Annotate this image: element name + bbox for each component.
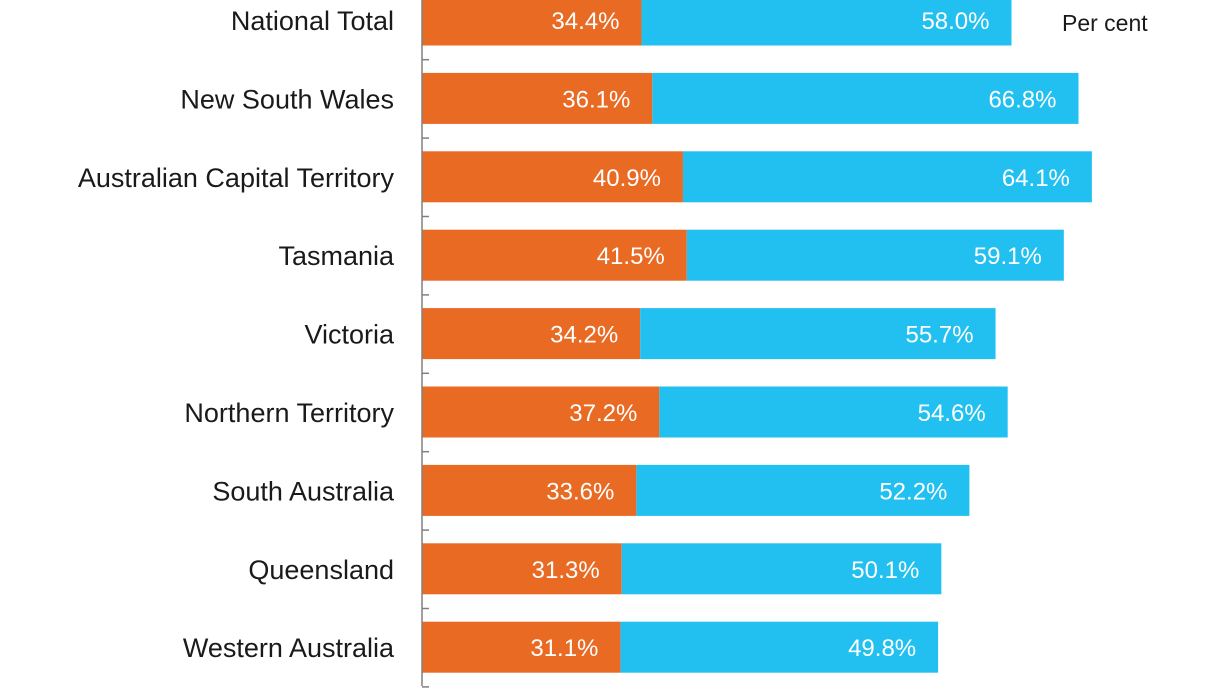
value-label-s1-5: 37.2% xyxy=(569,400,637,427)
bar-s2-5 xyxy=(659,386,1008,438)
value-label-s2-5: 54.6% xyxy=(918,400,986,427)
bar-s1-0 xyxy=(422,0,642,46)
bar-s1-1 xyxy=(422,72,653,124)
value-label-s1-3: 41.5% xyxy=(597,243,665,270)
value-label-s2-3: 59.1% xyxy=(974,243,1042,270)
bar-s1-2 xyxy=(422,151,683,203)
bar-s1-3 xyxy=(422,229,687,281)
value-label-s2-8: 49.8% xyxy=(848,635,916,662)
bar-s2-0 xyxy=(641,0,1012,46)
value-label-s1-6: 33.6% xyxy=(546,478,614,505)
value-label-s2-4: 55.7% xyxy=(905,322,973,349)
value-label-s1-4: 34.2% xyxy=(550,322,618,349)
value-label-s2-6: 52.2% xyxy=(879,478,947,505)
labels-group: 34.4% 58.0% National Total 36.1% 66.8% New So… xyxy=(78,6,1070,663)
bar-s1-8 xyxy=(422,621,621,673)
bar-s2-4 xyxy=(640,308,996,360)
unit-label: Per cent xyxy=(1062,10,1148,36)
category-label-8: Western Australia xyxy=(183,633,395,663)
bars-group xyxy=(422,0,1092,673)
value-label-s1-1: 36.1% xyxy=(562,86,630,113)
bar-s1-5 xyxy=(422,386,660,438)
bar-s1-4 xyxy=(422,308,641,360)
value-label-s2-1: 66.8% xyxy=(988,86,1056,113)
bar-s1-7 xyxy=(422,543,622,595)
category-label-3: Tasmania xyxy=(278,241,395,271)
bar-s2-6 xyxy=(636,464,970,516)
value-label-s1-7: 31.3% xyxy=(532,557,600,584)
category-label-4: Victoria xyxy=(304,320,395,350)
category-label-5: Northern Territory xyxy=(184,398,394,428)
bar-s2-3 xyxy=(686,229,1064,281)
value-label-s2-7: 50.1% xyxy=(851,557,919,584)
category-label-1: New South Wales xyxy=(180,84,394,114)
value-label-s1-2: 40.9% xyxy=(593,165,661,192)
category-label-6: South Australia xyxy=(212,476,395,506)
value-label-s2-2: 64.1% xyxy=(1002,165,1070,192)
value-label-s1-0: 34.4% xyxy=(551,8,619,35)
bar-s1-6 xyxy=(422,464,637,516)
category-label-2: Australian Capital Territory xyxy=(78,163,395,193)
category-label-7: Queensland xyxy=(248,555,394,585)
category-axis xyxy=(421,0,429,688)
bar-s2-1 xyxy=(652,72,1079,124)
bar-s2-2 xyxy=(682,151,1092,203)
bar-s2-7 xyxy=(621,543,942,595)
category-label-0: National Total xyxy=(231,6,394,36)
value-label-s1-8: 31.1% xyxy=(530,635,598,662)
value-label-s2-0: 58.0% xyxy=(921,8,989,35)
bar-s2-8 xyxy=(620,621,939,673)
